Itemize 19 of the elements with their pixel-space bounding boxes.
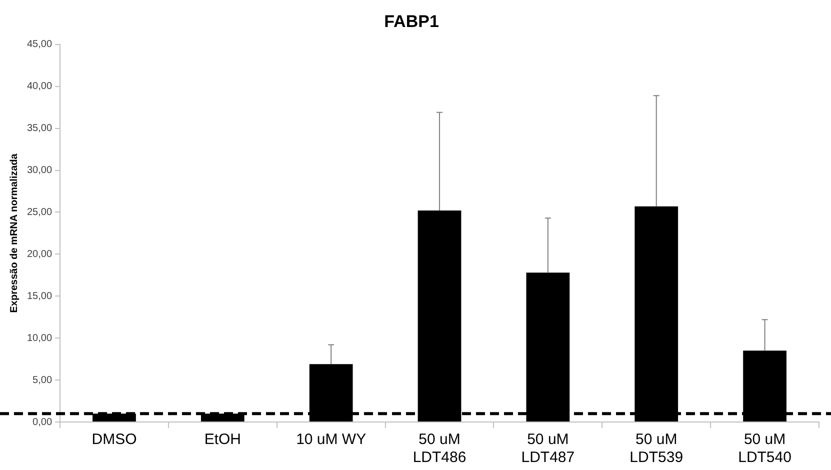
x-tick-label: 50 uM LDT540 <box>738 431 792 466</box>
y-tick-label: 15,00 <box>26 290 52 302</box>
chart-title: FABP1 <box>384 12 439 31</box>
x-tick-label: 50 uM LDT487 <box>521 431 575 466</box>
x-tick-label: 50 uM LDT486 <box>412 431 466 466</box>
x-tick-label: 10 uM WY <box>296 431 366 448</box>
y-axis-title: Expressão de mRNA normalizada <box>8 153 20 313</box>
x-tick-label: EtOH <box>204 431 242 448</box>
y-tick-label: 35,00 <box>26 123 52 134</box>
y-tick-label: 30,00 <box>26 165 52 176</box>
x-tick-label: DMSO <box>92 431 137 448</box>
y-tick-label: 25,00 <box>26 206 52 218</box>
y-tick-label: 5,00 <box>32 374 52 386</box>
y-tick-label: 20,00 <box>26 248 52 260</box>
y-tick-label: 10,00 <box>26 332 52 344</box>
y-tick-label: 40,00 <box>26 81 52 92</box>
y-tick-label: 45,00 <box>26 39 52 50</box>
x-tick-label: 50 uM LDT539 <box>630 431 684 466</box>
y-tick-label: 0,00 <box>32 416 52 428</box>
